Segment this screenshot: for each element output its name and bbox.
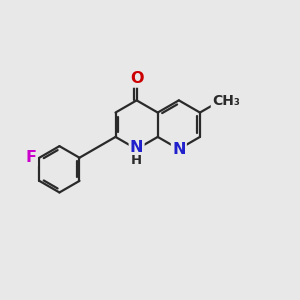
Text: N: N — [130, 140, 143, 155]
Text: F: F — [26, 150, 37, 165]
Text: H: H — [131, 154, 142, 167]
Text: O: O — [130, 71, 143, 86]
Text: CH₃: CH₃ — [212, 94, 240, 108]
Text: N: N — [172, 142, 186, 157]
